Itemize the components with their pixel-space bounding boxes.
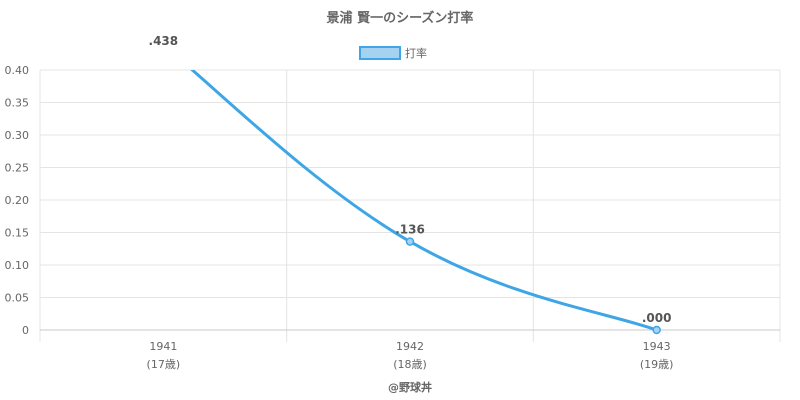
data-label: .136 — [395, 223, 425, 237]
series-layer — [190, 70, 661, 335]
series-line — [190, 70, 659, 332]
legend[interactable]: 打率 — [359, 46, 427, 60]
x-tick-label: 1943 — [643, 340, 671, 353]
y-tick-label: 0.10 — [5, 259, 30, 272]
y-tick-label: 0.30 — [5, 129, 30, 142]
legend-label: 打率 — [405, 46, 427, 60]
x-tick-label: 1942 — [396, 340, 424, 353]
data-label: .000 — [642, 311, 672, 325]
data-label: .438 — [149, 34, 179, 48]
x-tick-label: 1941 — [149, 340, 177, 353]
data-point — [405, 237, 415, 246]
chart-title: 景浦 賢一のシーズン打率 — [327, 10, 474, 26]
data-labels: .438 .136 .000 — [149, 34, 672, 325]
x-tick-age-label: (19歳) — [640, 358, 674, 371]
y-tick-label: 0.15 — [5, 227, 30, 240]
legend-swatch — [359, 46, 401, 60]
y-tick-label: 0.40 — [5, 64, 30, 77]
y-tick-label: 0.25 — [5, 162, 30, 175]
data-point — [652, 325, 661, 335]
axes: 0 0.05 0.10 0.15 0.20 0.25 0.30 0.35 0.40 1941 (17… — [5, 64, 780, 371]
credit-text: @野球丼 — [388, 380, 432, 394]
x-tick-age-label: (17歳) — [147, 358, 181, 371]
y-tick-label: 0.20 — [5, 194, 30, 207]
x-tick-age-label: (18歳) — [393, 358, 427, 371]
y-tick-label: 0.35 — [5, 97, 30, 110]
y-tick-label: 0 — [22, 324, 29, 337]
grid — [39, 69, 781, 342]
y-tick-label: 0.05 — [5, 292, 30, 305]
